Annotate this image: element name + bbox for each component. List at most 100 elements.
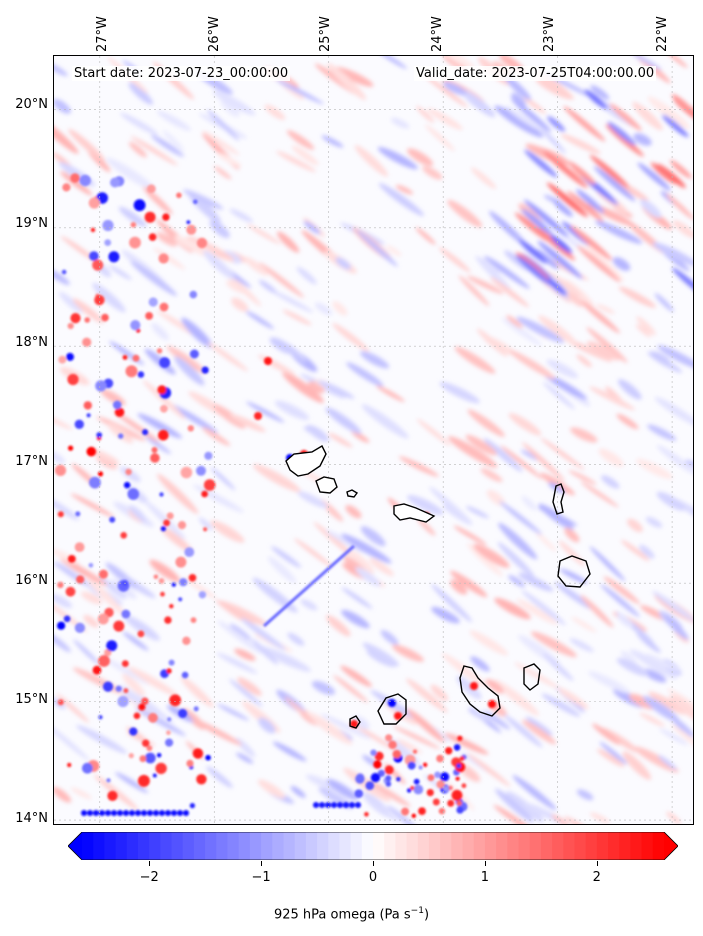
convective-cell <box>99 810 105 816</box>
omega-band <box>473 543 510 568</box>
omega-band <box>137 413 182 439</box>
convective-cell <box>410 785 415 791</box>
omega-band <box>416 105 435 123</box>
colorbar-bin <box>619 832 632 860</box>
omega-band <box>595 220 643 244</box>
colorbar-bin <box>137 832 150 860</box>
convective-cell <box>135 810 141 816</box>
omega-band <box>70 493 115 518</box>
convective-cell <box>169 604 174 609</box>
colorbar-bin <box>417 832 430 860</box>
convective-cell <box>186 759 194 768</box>
convective-cell <box>436 780 445 789</box>
convective-cell <box>137 774 150 787</box>
omega-band <box>225 272 262 307</box>
omega-band <box>417 517 436 536</box>
omega-band <box>599 741 628 765</box>
omega-band <box>54 62 68 77</box>
omega-band <box>87 149 111 173</box>
convective-cell <box>157 385 167 395</box>
convective-cell <box>152 773 157 778</box>
omega-band <box>406 708 445 743</box>
convective-cell <box>66 352 74 361</box>
convective-cell <box>374 751 384 761</box>
convective-cell <box>141 697 149 705</box>
omega-band <box>321 135 344 148</box>
omega-band <box>447 199 483 228</box>
colorbar-bin <box>205 832 217 860</box>
omega-band <box>229 679 263 707</box>
omega-band <box>264 104 286 120</box>
omega-band <box>516 316 565 344</box>
omega-band <box>105 562 138 590</box>
convective-cell <box>313 802 319 808</box>
omega-band <box>203 250 236 280</box>
omega-field-map <box>54 56 693 824</box>
omega-band <box>579 299 621 334</box>
omega-band <box>355 229 398 267</box>
omega-band <box>656 491 686 511</box>
omega-band <box>247 224 281 245</box>
omega-band <box>271 546 302 568</box>
omega-band <box>439 381 480 404</box>
convective-cell <box>121 609 131 619</box>
convective-cell <box>84 317 90 323</box>
omega-band <box>311 680 336 695</box>
convective-cell <box>413 784 424 795</box>
convective-cell <box>177 521 187 530</box>
omega-band <box>564 527 580 543</box>
omega-band <box>236 752 254 764</box>
convective-cell <box>205 754 211 761</box>
omega-band <box>657 345 693 370</box>
colorbar-bin <box>473 832 486 860</box>
omega-band <box>275 79 324 105</box>
omega-band <box>643 696 680 723</box>
convective-cell <box>150 453 160 463</box>
convective-cell <box>203 479 216 491</box>
colorbar-bin <box>126 832 139 860</box>
convective-cell <box>159 492 164 497</box>
omega-band <box>550 234 573 254</box>
omega-band <box>162 130 184 151</box>
omega-band <box>670 723 693 754</box>
colorbar-bin <box>216 832 229 860</box>
omega-band <box>237 677 262 696</box>
omega-band <box>118 206 147 227</box>
colorbar-label-end: ) <box>423 907 430 923</box>
convective-cell <box>111 810 117 816</box>
omega-band <box>217 152 242 168</box>
convective-cell <box>155 762 167 775</box>
omega-band <box>618 379 642 400</box>
convective-cell <box>184 547 195 557</box>
omega-band <box>512 775 557 811</box>
convective-cell <box>137 630 145 638</box>
convective-cell <box>137 371 145 378</box>
convective-cell <box>439 772 450 782</box>
convective-cell <box>57 699 64 706</box>
convective-cell <box>141 810 147 816</box>
omega-band <box>360 351 390 369</box>
colorbar-bin <box>585 832 598 860</box>
omega-band <box>81 591 103 605</box>
omega-band <box>468 708 492 723</box>
omega-band <box>540 472 575 496</box>
omega-band <box>407 495 444 515</box>
omega-band <box>607 121 636 146</box>
omega-band <box>395 184 414 195</box>
omega-band <box>525 716 553 736</box>
omega-band <box>127 693 174 723</box>
omega-band <box>296 266 317 285</box>
omega-band <box>484 255 530 289</box>
convective-cell <box>67 555 76 563</box>
omega-band <box>145 436 171 454</box>
convective-cell <box>384 765 394 775</box>
omega-band <box>68 128 105 162</box>
island-boa-vista <box>557 555 591 588</box>
omega-band <box>210 467 236 491</box>
colorbar-bin <box>350 832 363 860</box>
colorbar-bin <box>93 832 105 860</box>
lat-label: 15°N <box>15 692 48 707</box>
omega-band <box>521 208 554 236</box>
omega-band <box>345 505 362 519</box>
omega-band <box>284 342 307 363</box>
